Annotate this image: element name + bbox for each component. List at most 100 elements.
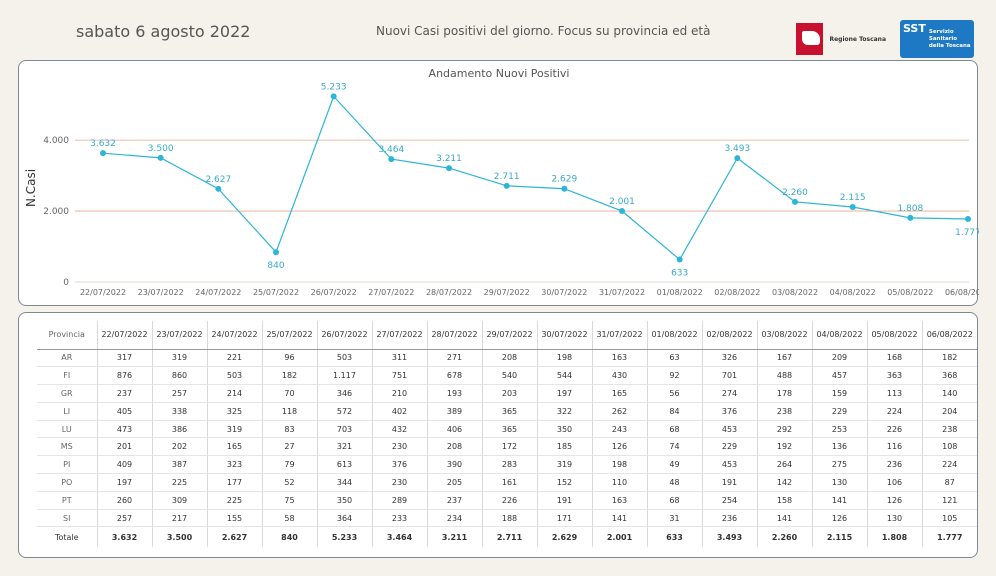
value-cell: 325	[206, 402, 262, 421]
value-cell: 237	[96, 384, 152, 403]
data-label: 3.493	[724, 144, 750, 154]
value-cell: 271	[426, 349, 482, 368]
value-cell: 409	[96, 455, 152, 475]
value-cell: 264	[756, 455, 812, 475]
value-cell: 172	[481, 437, 537, 457]
y-tick-label: 4.000	[43, 136, 69, 146]
value-cell: 840	[261, 526, 317, 547]
x-tick-label: 22/07/2022	[80, 288, 126, 297]
value-cell: 2.001	[591, 526, 647, 547]
province-cases-table: Provincia 22/07/2022 23/07/2022 24/07/2022 2…	[37, 321, 977, 547]
column-header-date: 06/08/2022	[921, 321, 977, 350]
column-header-provincia: Provincia	[37, 321, 97, 350]
value-cell: 346	[316, 384, 372, 403]
value-cell: 191	[536, 491, 592, 510]
value-cell: 83	[261, 420, 317, 439]
data-point	[676, 256, 683, 263]
value-cell: 92	[646, 366, 702, 386]
value-cell: 230	[371, 437, 427, 457]
value-cell: 365	[481, 420, 537, 439]
x-tick-label: 31/07/2022	[599, 288, 645, 297]
value-cell: 237	[426, 491, 482, 510]
value-cell: 430	[591, 366, 647, 386]
data-label: 5.233	[321, 82, 347, 92]
column-header-date: 26/07/2022	[316, 321, 372, 350]
x-tick-label: 30/07/2022	[541, 288, 587, 297]
value-cell: 2.627	[206, 526, 262, 547]
x-tick-label: 27/07/2022	[368, 288, 414, 297]
value-cell: 317	[96, 349, 152, 368]
data-point	[907, 214, 914, 221]
x-tick-label: 25/07/2022	[253, 288, 299, 297]
data-point	[157, 154, 164, 161]
province-cell: Totale	[37, 526, 97, 547]
data-label: 840	[267, 261, 284, 271]
value-cell: 402	[371, 402, 427, 421]
value-cell: 210	[371, 384, 427, 403]
value-cell: 364	[316, 509, 372, 528]
value-cell: 203	[481, 384, 537, 403]
value-cell: 165	[591, 384, 647, 403]
data-point	[215, 185, 222, 192]
data-label: 1.777	[955, 228, 979, 238]
value-cell: 141	[591, 509, 647, 528]
x-tick-label: 29/07/2022	[484, 288, 530, 297]
y-axis-label: N.Casi	[24, 169, 38, 207]
province-cell: PI	[37, 455, 97, 475]
x-tick-label: 23/07/2022	[138, 288, 184, 297]
value-cell: 204	[921, 402, 977, 421]
value-cell: 161	[481, 473, 537, 492]
value-cell: 130	[811, 473, 867, 492]
value-cell: 503	[316, 349, 372, 368]
value-cell: 243	[591, 420, 647, 439]
value-cell: 751	[371, 366, 427, 386]
value-cell: 63	[646, 349, 702, 368]
regione-toscana-logo: Regione Toscana	[796, 22, 886, 56]
value-cell: 2.260	[756, 526, 812, 547]
value-cell: 473	[96, 420, 152, 439]
value-cell: 68	[646, 420, 702, 439]
value-cell: 140	[921, 384, 977, 403]
value-cell: 106	[866, 473, 922, 492]
data-label: 3.211	[436, 154, 462, 164]
value-cell: 3.211	[426, 526, 482, 547]
value-cell: 185	[536, 437, 592, 457]
value-cell: 365	[481, 402, 537, 421]
data-point	[849, 203, 856, 210]
value-cell: 1.808	[866, 526, 922, 547]
value-cell: 108	[921, 437, 977, 457]
value-cell: 319	[536, 455, 592, 475]
data-label: 1.808	[897, 204, 923, 214]
value-cell: 319	[151, 349, 207, 368]
data-label: 3.632	[90, 139, 116, 149]
value-cell: 387	[151, 455, 207, 475]
value-cell: 159	[811, 384, 867, 403]
value-cell: 121	[921, 491, 977, 510]
value-cell: 311	[371, 349, 427, 368]
data-label: 2.260	[782, 188, 808, 198]
sst-logo-mark: SST	[903, 22, 926, 35]
value-cell: 31	[646, 509, 702, 528]
column-header-date: 04/08/2022	[811, 321, 867, 350]
value-cell: 171	[536, 509, 592, 528]
value-cell: 323	[206, 455, 262, 475]
value-cell: 49	[646, 455, 702, 475]
value-cell: 3.493	[701, 526, 757, 547]
data-point	[619, 208, 625, 215]
chart-title: Andamento Nuovi Positivi	[429, 67, 570, 80]
value-cell: 178	[756, 384, 812, 403]
value-cell: 1.777	[921, 526, 977, 547]
value-cell: 338	[151, 402, 207, 421]
data-label: 3.500	[148, 144, 174, 154]
value-cell: 155	[206, 509, 262, 528]
y-tick-label: 2.000	[43, 207, 69, 217]
table-row: MS 201 202 165 27 321 230 208 172 185 126 74 229 192 1…	[37, 437, 977, 457]
sst-logo-text: Servizio Sanitario della Toscana	[928, 28, 971, 49]
table-header-row: Provincia 22/07/2022 23/07/2022 24/07/2022 2…	[37, 321, 977, 350]
table-row: SI 257 217 155 58 364 233 234 188 171 141 31 236 141 1…	[37, 509, 977, 528]
value-cell: 406	[426, 420, 482, 439]
table-panel: Provincia 22/07/2022 23/07/2022 24/07/2022 2…	[18, 312, 978, 558]
value-cell: 205	[426, 473, 482, 492]
province-cell: PT	[37, 491, 97, 510]
value-cell: 136	[811, 437, 867, 457]
